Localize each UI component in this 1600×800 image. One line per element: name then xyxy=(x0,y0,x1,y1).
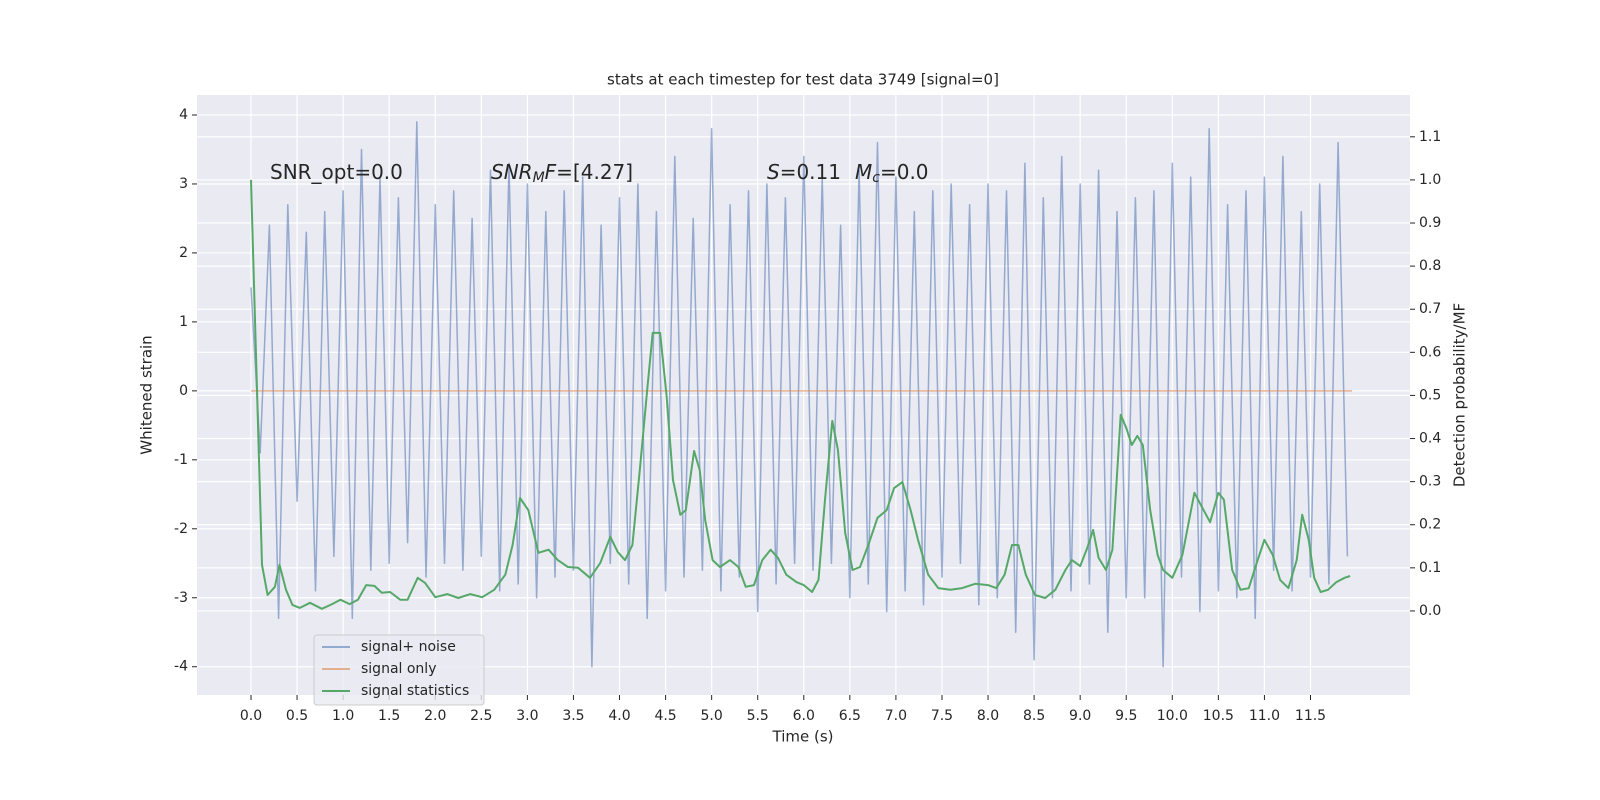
annotation-part: =0.11 xyxy=(780,160,841,184)
x-tick-label: 10.0 xyxy=(1157,708,1188,724)
legend-label: signal only xyxy=(361,661,436,677)
y2-tick-label: 0.0 xyxy=(1419,603,1441,619)
x-tick-label: 2.5 xyxy=(470,708,492,724)
series-line xyxy=(250,121,1349,668)
x-tick-label: 3.5 xyxy=(562,708,584,724)
x-tick-label: 11.5 xyxy=(1295,708,1326,724)
y2-axis-label: Detection probability/MF xyxy=(1451,303,1469,487)
x-tick-label: 9.5 xyxy=(1115,708,1137,724)
annotation-part: =[4.27] xyxy=(556,160,633,184)
x-tick-label: 4.5 xyxy=(654,708,676,724)
y2-tick-label: 0.6 xyxy=(1419,344,1441,360)
x-tick-label: 7.0 xyxy=(885,708,907,724)
annotation-part: SNR xyxy=(491,160,533,184)
legend-label: signal statistics xyxy=(361,683,469,699)
annotation: S=0.11 Mc=0.0 xyxy=(767,160,929,187)
y-tick-label: -3 xyxy=(174,590,188,606)
y-tick-label: 4 xyxy=(179,107,188,123)
y2-tick-label: 0.1 xyxy=(1419,560,1441,576)
annotation-part: M xyxy=(855,160,872,184)
x-axis-label: Time (s) xyxy=(772,728,834,746)
y2-tick-label: 1.0 xyxy=(1419,172,1441,188)
y-tick-label: 0 xyxy=(179,383,188,399)
x-tick-label: 6.5 xyxy=(839,708,861,724)
annotation-part: M xyxy=(533,170,545,186)
annotation-part: c xyxy=(872,170,880,186)
x-tick-label: 5.5 xyxy=(747,708,769,724)
y2-tick-label: 0.2 xyxy=(1419,517,1441,533)
y2-tick-label: 0.5 xyxy=(1419,387,1441,403)
annotation: SNR_opt=0.0 xyxy=(270,160,403,184)
x-tick-label: 3.0 xyxy=(516,708,538,724)
annotation: SNRMF=[4.27] xyxy=(491,160,633,187)
y2-tick-label: 1.1 xyxy=(1419,129,1441,145)
annotation-part: S xyxy=(767,160,780,184)
x-tick-label: 0.5 xyxy=(286,708,308,724)
y2-tick-label: 0.4 xyxy=(1419,431,1441,447)
x-tick-label: 8.0 xyxy=(977,708,999,724)
y-tick-label: 2 xyxy=(179,245,188,261)
y-tick-label: 1 xyxy=(179,314,188,330)
x-tick-label: 10.5 xyxy=(1203,708,1234,724)
x-tick-label: 11.0 xyxy=(1249,708,1280,724)
y-tick-label: -2 xyxy=(174,521,188,537)
y2-tick-label: 0.8 xyxy=(1419,258,1441,274)
x-tick-label: 1.0 xyxy=(332,708,354,724)
x-tick-label: 9.0 xyxy=(1069,708,1091,724)
series-line xyxy=(250,179,1351,610)
y-axis-label: Whitened strain xyxy=(138,335,156,454)
legend-label: signal+ noise xyxy=(361,639,456,655)
y-tick-label: -1 xyxy=(174,452,188,468)
annotation-part: F xyxy=(545,160,557,184)
x-tick-label: 4.0 xyxy=(608,708,630,724)
chart-title: stats at each timestep for test data 374… xyxy=(607,71,999,89)
y-tick-label: -4 xyxy=(174,659,188,675)
legend-box xyxy=(313,634,485,706)
y2-tick-label: 0.9 xyxy=(1419,215,1441,231)
x-tick-label: 5.0 xyxy=(701,708,723,724)
x-tick-label: 7.5 xyxy=(931,708,953,724)
x-tick-label: 2.0 xyxy=(424,708,446,724)
y2-tick-label: 0.3 xyxy=(1419,474,1441,490)
y-tick-label: 3 xyxy=(179,176,188,192)
x-tick-label: 8.5 xyxy=(1023,708,1045,724)
x-tick-label: 0.0 xyxy=(240,708,262,724)
annotation-part: =0.0 xyxy=(880,160,929,184)
x-tick-label: 6.0 xyxy=(793,708,815,724)
y2-tick-label: 0.7 xyxy=(1419,301,1441,317)
x-tick-label: 1.5 xyxy=(378,708,400,724)
annotation-part: SNR_opt=0.0 xyxy=(270,160,403,184)
